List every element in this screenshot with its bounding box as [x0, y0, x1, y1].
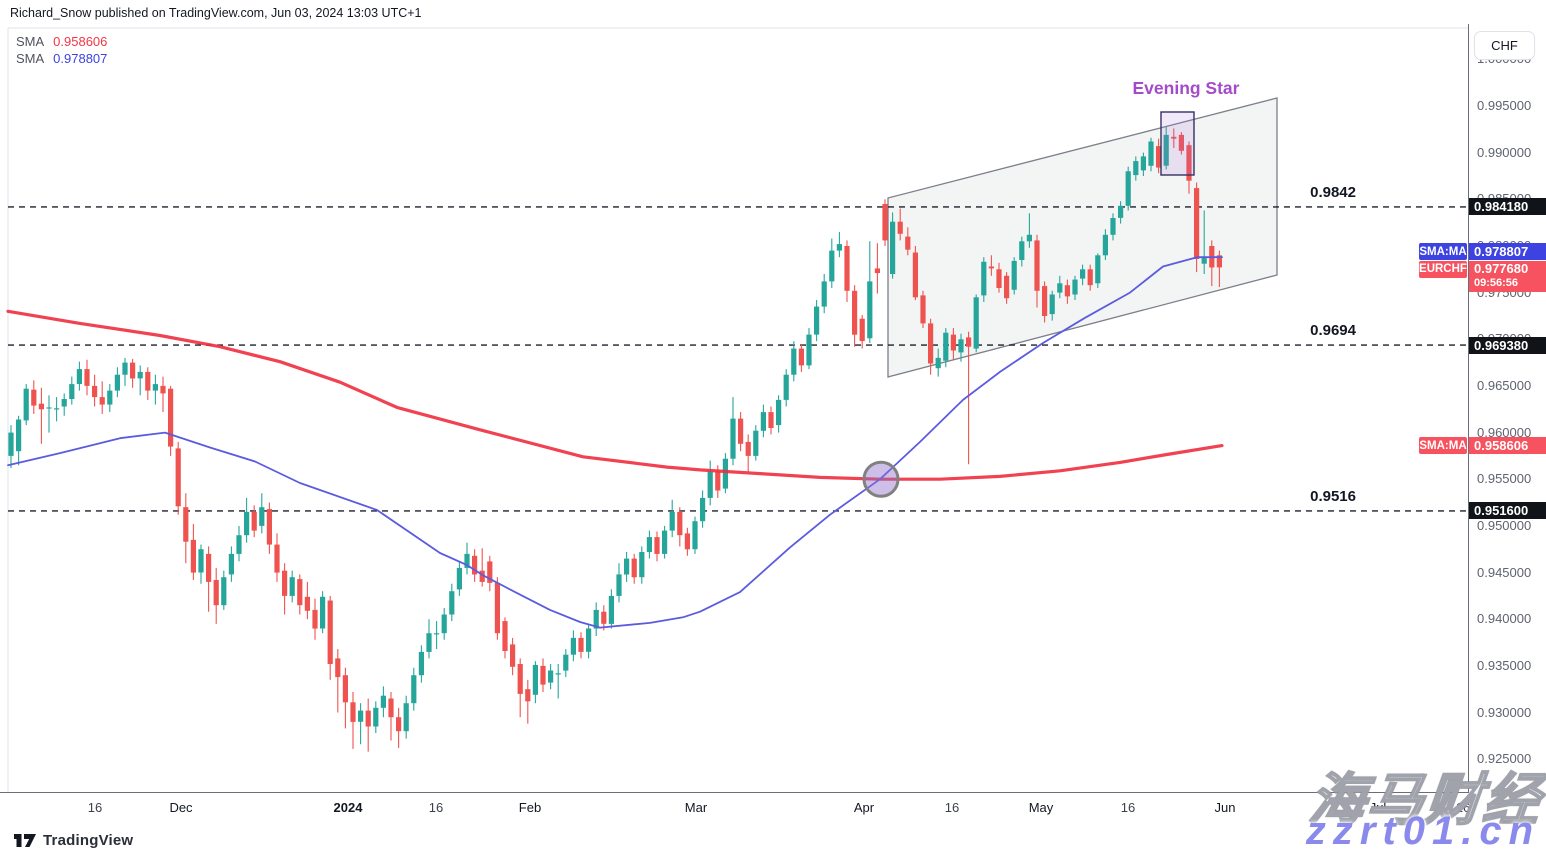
sma-fast-tag: SMA:MA [1419, 243, 1467, 261]
time-tick-label: Jul [1369, 800, 1387, 815]
time-tick-label: 16 [1455, 800, 1471, 815]
price-scale[interactable]: 1.0000000.9950000.9900000.9850000.980000… [1469, 0, 1546, 857]
sma-slow-tag: SMA:MA [1419, 437, 1467, 455]
time-tick-label: Dec [169, 800, 193, 815]
time-tick-label: Apr [853, 800, 875, 815]
legend-value: 0.978807 [53, 51, 108, 66]
time-tick-label: 16 [87, 800, 103, 815]
symbol-tag: EURCHF [1419, 260, 1467, 278]
price-tick-label: 0.940000 [1477, 611, 1532, 627]
time-tick-label: 2024 [333, 800, 363, 815]
legend-label: SMA [16, 34, 45, 49]
price-tick-label: 0.955000 [1477, 471, 1532, 487]
watermark-url: zzrt01.cn [1305, 809, 1540, 853]
price-tick-label: 0.995000 [1477, 98, 1532, 113]
tradingview-branding[interactable]: TradingView [14, 831, 133, 850]
sma-fast-price-badge: 0.978807 [1469, 243, 1546, 261]
price-tick-label: 0.965000 [1477, 377, 1532, 393]
price-tick-label: 0.925000 [1477, 751, 1532, 767]
legend-sma-fast[interactable]: SMA 0.978807 [16, 50, 107, 67]
legend-value: 0.958606 [53, 34, 108, 49]
level-price-badge: 0.951600 [1469, 502, 1546, 520]
time-tick-label: 16 [1120, 800, 1136, 815]
price-tick-label: 0.950000 [1477, 517, 1532, 533]
publish-info: Richard_Snow published on TradingView.co… [10, 6, 422, 20]
indicator-legend: SMA 0.958606 SMA 0.978807 [16, 33, 107, 67]
time-tick-label: 16 [944, 800, 960, 815]
trend-channel [887, 97, 1278, 378]
time-tick-label: 16 [428, 800, 444, 815]
ma-cross-circle [862, 460, 900, 498]
time-tick-label: Mar [684, 800, 708, 815]
price-tick-label: 0.930000 [1477, 704, 1532, 720]
last-price-value: 0.977680 [1474, 261, 1529, 277]
sma-slow-line [6, 309, 1224, 481]
level-price-badge: 0.969380 [1469, 336, 1546, 354]
price-tick-label: 0.945000 [1477, 564, 1532, 580]
time-tick-label: Jun [1214, 800, 1236, 815]
legend-label: SMA [16, 51, 45, 66]
price-tick-label: 0.990000 [1477, 144, 1532, 160]
price-tick-label: 0.935000 [1477, 657, 1532, 673]
currency-toggle-button[interactable]: CHF [1474, 31, 1535, 60]
evening-star-label[interactable]: Evening Star [1132, 78, 1240, 98]
level-text-label[interactable]: 0.9842 [1310, 183, 1356, 201]
legend-sma-slow[interactable]: SMA 0.958606 [16, 33, 107, 50]
tradingview-logo-icon [14, 834, 36, 847]
price-tick-label: 0.960000 [1477, 424, 1532, 440]
sma-slow-price-badge: 0.958606 [1469, 437, 1546, 455]
time-tick-label: May [1028, 800, 1054, 815]
sma-fast-line [7, 256, 1223, 629]
last-price-badge: 0.977680 09:56:56 [1469, 260, 1546, 292]
time-scale[interactable]: 16 Dec 2024 16 Feb Mar Apr 16 May 16 Jun Jul 16 [0, 793, 1546, 824]
candlestick-series [8, 126, 1222, 752]
brand-name: TradingView [43, 832, 134, 849]
countdown-timer: 09:56:56 [1474, 277, 1519, 290]
evening-star-box [1160, 111, 1195, 176]
level-text-label[interactable]: 0.9694 [1310, 322, 1356, 340]
level-text-label[interactable]: 0.9516 [1310, 487, 1356, 505]
level-price-badge: 0.984180 [1469, 198, 1546, 216]
time-tick-label: Feb [518, 800, 542, 815]
